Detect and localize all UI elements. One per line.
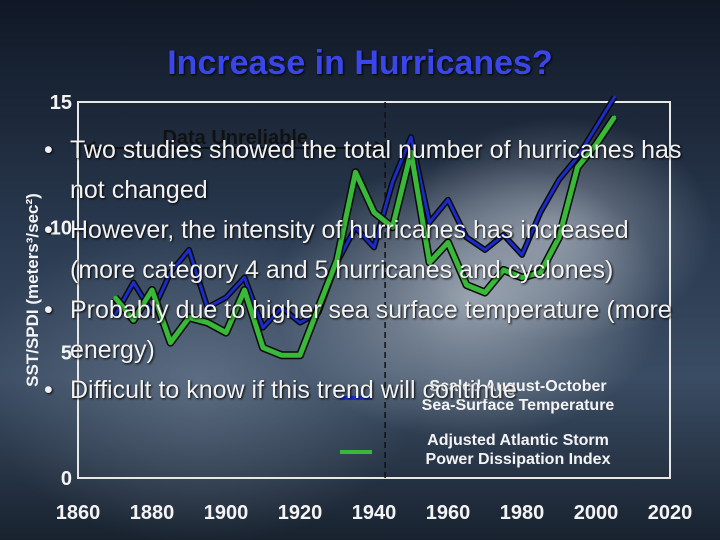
data-point [409,135,413,139]
data-point [428,260,431,264]
bullet-text: However, the intensity of hurricanes has… [70,216,629,284]
data-point [317,306,320,310]
data-point [298,321,302,325]
x-tick-label: 1920 [278,502,323,524]
series-line [113,115,617,358]
data-point [354,170,357,174]
data-point [150,311,154,315]
bullet-list: • Two studies showed the total number of… [44,130,684,410]
data-point [261,326,265,330]
bullet-item: • Probably due to higher sea surface tem… [44,290,684,370]
bullet-item: • However, the intensity of hurricanes h… [44,210,684,290]
bullet-item: • Difficult to know if this trend will c… [44,370,684,410]
unreliable-bracket-arrow-left [83,141,96,155]
data-point [280,306,283,310]
bullet-text: Probably due to higher sea surface tempe… [70,296,672,364]
data-point [539,210,542,214]
bullet-text: Difficult to know if this trend will con… [70,376,517,404]
data-point [113,296,117,300]
data-point [187,316,191,320]
data-point [335,258,339,262]
data-point [502,233,505,237]
data-point [391,225,394,229]
bullet-dot: • [44,296,53,324]
legend-label-line: Scaled August-October [429,378,606,395]
y-axis-label: SST/SPDI (meters³/sec²) [23,193,42,387]
data-point [243,288,246,292]
data-point [132,318,135,322]
y-tick-label: 10 [50,217,72,239]
data-point [502,268,505,272]
data-point [576,155,579,159]
y-tick-label: 5 [61,343,72,365]
data-point [594,143,598,147]
bullet-item: • Two studies showed the total number of… [44,130,684,210]
data-point [576,165,579,169]
legend-label-line: Power Dissipation Index [426,451,611,468]
x-tick-label: 1880 [130,502,175,524]
data-point [428,220,431,224]
data-point [613,115,616,119]
bullet-text: Two studies showed the total number of h… [70,136,682,204]
data-point [169,270,172,274]
data-point [557,178,561,182]
data-point [206,321,209,325]
legend-label: Scaled August-October Sea-Surface Tempera… [422,378,615,414]
data-point [520,253,524,257]
bullet-dot: • [44,376,53,404]
legend-label: Adjusted Atlantic Storm Power Dissipation… [426,432,611,468]
data-point [483,248,487,252]
data-point [206,306,209,310]
y-tick-label: 15 [50,92,72,114]
x-tick-label: 1940 [352,502,397,524]
data-point [224,331,228,335]
x-tick-label: 1960 [426,502,471,524]
plot-area-frame [77,101,671,479]
data-point [169,341,172,345]
data-point [446,240,450,244]
data-point [243,275,246,279]
x-tick-label: 1980 [500,502,545,524]
y-tick-label: 0 [61,468,72,490]
data-point [594,125,598,129]
data-point [224,296,228,300]
x-tick-label: 1900 [204,502,249,524]
data-point [187,248,191,252]
bullet-dot: • [44,216,53,244]
data-point [391,180,394,184]
data-point [465,235,468,239]
x-tick-label: 2020 [648,502,693,524]
data-point [132,280,135,284]
data-point [372,210,376,214]
data-point [613,95,616,99]
x-tick-label: 2000 [574,502,619,524]
data-point [520,275,524,279]
data-point [409,150,413,154]
data-point [280,353,283,357]
data-point [372,245,376,249]
data-point [113,313,117,317]
data-point [539,270,542,274]
data-point [446,198,450,202]
data-point [354,225,357,229]
bullet-dot: • [44,136,53,164]
legend-label-line: Sea-Surface Temperature [422,397,615,414]
data-point [150,288,154,292]
data-point [465,283,468,287]
series-line [113,96,616,330]
data-point [557,235,561,239]
data-point [261,346,265,350]
legend-label-line: Adjusted Atlantic Storm [427,432,609,449]
slide-title: Increase in Hurricanes? [167,44,553,82]
data-point [298,353,302,357]
unreliable-annotation-label: Data Unreliable [162,127,308,149]
data-point [483,291,487,295]
x-tick-label: 1860 [56,502,101,524]
